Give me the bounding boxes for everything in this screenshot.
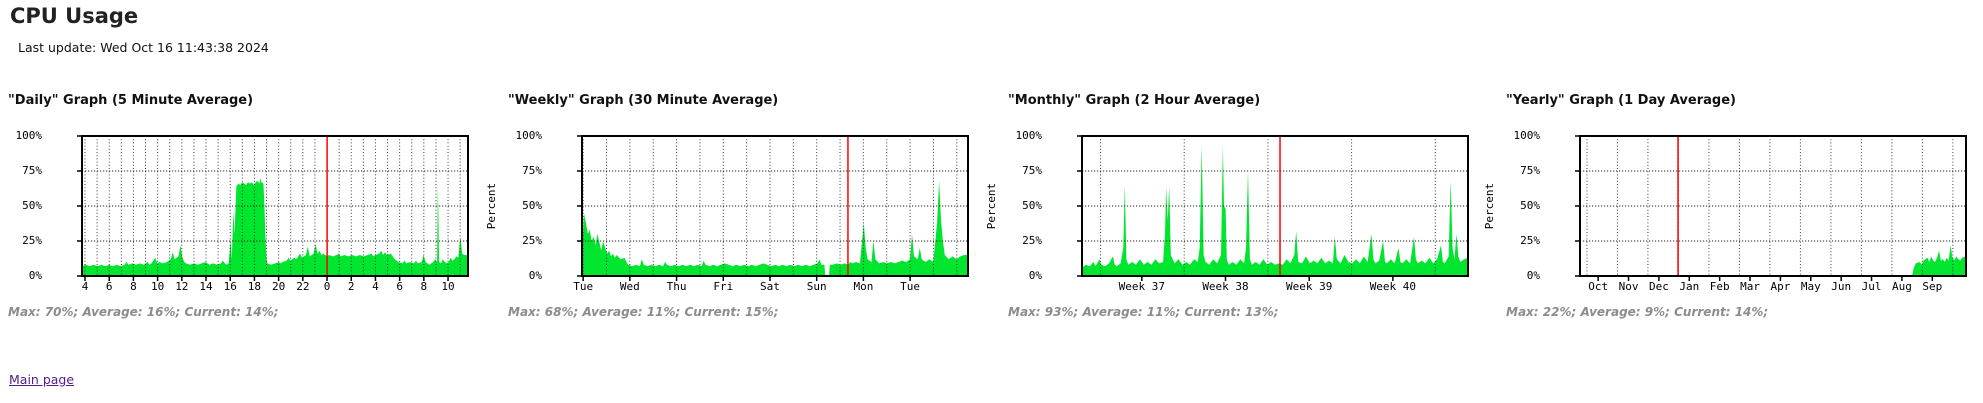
x-tick-label: Aug (1891, 280, 1912, 293)
y-axis-unit-label: Percent (985, 182, 998, 230)
graph-stats-weekly: Max: 68%; Average: 11%; Current: 15%; (508, 305, 779, 319)
cpu-usage-area-series (1580, 245, 1966, 276)
x-tick-label: Fri (713, 280, 734, 293)
graph-title-monthly: "Monthly" Graph (2 Hour Average) (1008, 93, 1261, 108)
graph-block-monthly: "Monthly" Graph (2 Hour Average) Percent 1… (985, 70, 1478, 330)
cpu-usage-plot-monthly (1077, 135, 1469, 281)
y-tick-label: 50% (22, 199, 42, 212)
x-tick-label: 6 (396, 280, 403, 293)
x-tick-label: Oct (1588, 280, 1609, 293)
x-tick-label: Mar (1740, 280, 1760, 293)
cpu-usage-area-series (582, 180, 968, 276)
y-tick-label: 25% (1022, 234, 1042, 247)
y-tick-label: 100% (15, 129, 43, 142)
x-tick-label: Thu (666, 280, 687, 293)
y-tick-label: 50% (1520, 199, 1540, 212)
y-tick-label: 100% (1015, 129, 1043, 142)
x-tick-label: 4 (372, 280, 379, 293)
cpu-usage-area-series (1082, 145, 1468, 276)
y-tick-label: 75% (22, 164, 42, 177)
x-tick-label: Wed (619, 280, 640, 293)
graph-stats-monthly: Max: 93%; Average: 11%; Current: 13%; (1008, 305, 1279, 319)
x-tick-label: Nov (1618, 280, 1639, 293)
x-tick-label: Dec (1648, 280, 1669, 293)
x-tick-label: 6 (105, 280, 113, 293)
y-tick-label: 100% (1513, 129, 1541, 142)
graph-stats-yearly: Max: 22%; Average: 9%; Current: 14%; (1506, 305, 1769, 319)
x-tick-label: Sun (806, 280, 827, 293)
page-title: CPU Usage (10, 4, 139, 28)
y-tick-label: 0% (28, 269, 42, 282)
y-tick-label: 50% (522, 199, 542, 212)
x-tick-label: Sat (760, 280, 780, 293)
last-update-text: Last update: Wed Oct 16 11:43:38 2024 (18, 40, 269, 55)
x-tick-label: 18 (247, 280, 262, 293)
x-tick-label: 8 (420, 280, 428, 293)
x-tick-label: 10 (150, 280, 165, 293)
graph-stats-daily: Max: 70%; Average: 16%; Current: 14%; (8, 305, 279, 319)
y-tick-label: 100% (515, 129, 543, 142)
y-tick-label: 75% (1022, 164, 1042, 177)
graph-title-weekly: "Weekly" Graph (30 Minute Average) (508, 93, 779, 108)
x-tick-label: Sep (1922, 280, 1943, 293)
graph-block-yearly: "Yearly" Graph (1 Day Average) Percent 100… (1483, 70, 1976, 330)
main-page-link[interactable]: Main page (9, 372, 75, 387)
graph-block-weekly: "Weekly" Graph (30 Minute Average) Percen… (485, 70, 978, 330)
graph-title-daily: "Daily" Graph (5 Minute Average) (8, 93, 254, 108)
y-tick-label: 75% (1520, 164, 1540, 177)
x-tick-label: Jan (1679, 280, 1700, 293)
y-axis-unit-label: Percent (485, 182, 498, 230)
x-tick-label: 8 (130, 280, 137, 293)
x-tick-label: Week 37 (1118, 280, 1165, 293)
graph-block-daily: "Daily" Graph (5 Minute Average)Percent1… (0, 70, 478, 330)
x-tick-label: 4 (81, 280, 89, 293)
y-tick-label: 25% (22, 234, 42, 247)
y-tick-label: 75% (522, 164, 542, 177)
x-tick-label: 10 (441, 280, 455, 293)
x-tick-label: 12 (175, 280, 189, 293)
x-tick-label: Week 38 (1202, 280, 1249, 293)
x-tick-label: Apr (1770, 280, 1791, 293)
x-tick-label: 16 (223, 280, 237, 293)
x-tick-label: Jun (1831, 280, 1852, 293)
y-tick-label: 0% (528, 269, 542, 282)
x-tick-label: Mon (853, 280, 874, 293)
x-tick-label: Feb (1709, 280, 1730, 293)
x-tick-label: Week 40 (1369, 280, 1417, 293)
y-tick-label: 0% (1028, 269, 1042, 282)
x-tick-label: 14 (199, 280, 213, 293)
cpu-usage-area-series (82, 178, 468, 276)
x-tick-label: Week 39 (1286, 280, 1333, 293)
x-tick-label: Jul (1861, 280, 1882, 293)
x-tick-label: Tue (900, 280, 921, 293)
cpu-usage-plot-daily (77, 135, 469, 281)
y-axis-unit-label: Percent (1483, 182, 1496, 230)
graph-title-yearly: "Yearly" Graph (1 Day Average) (1506, 93, 1736, 108)
y-tick-label: 25% (522, 234, 542, 247)
x-tick-label: 22 (296, 280, 310, 293)
cpu-usage-plot-weekly (577, 135, 969, 281)
x-tick-label: May (1800, 280, 1821, 293)
cpu-usage-plot-yearly (1575, 135, 1967, 281)
y-tick-label: 50% (1022, 199, 1042, 212)
y-tick-label: 25% (1520, 234, 1540, 247)
x-tick-label: Tue (573, 280, 594, 293)
x-tick-label: 20 (272, 280, 286, 293)
x-tick-label: 2 (347, 280, 355, 293)
y-tick-label: 0% (1526, 269, 1540, 282)
x-tick-label: 0 (323, 280, 331, 293)
